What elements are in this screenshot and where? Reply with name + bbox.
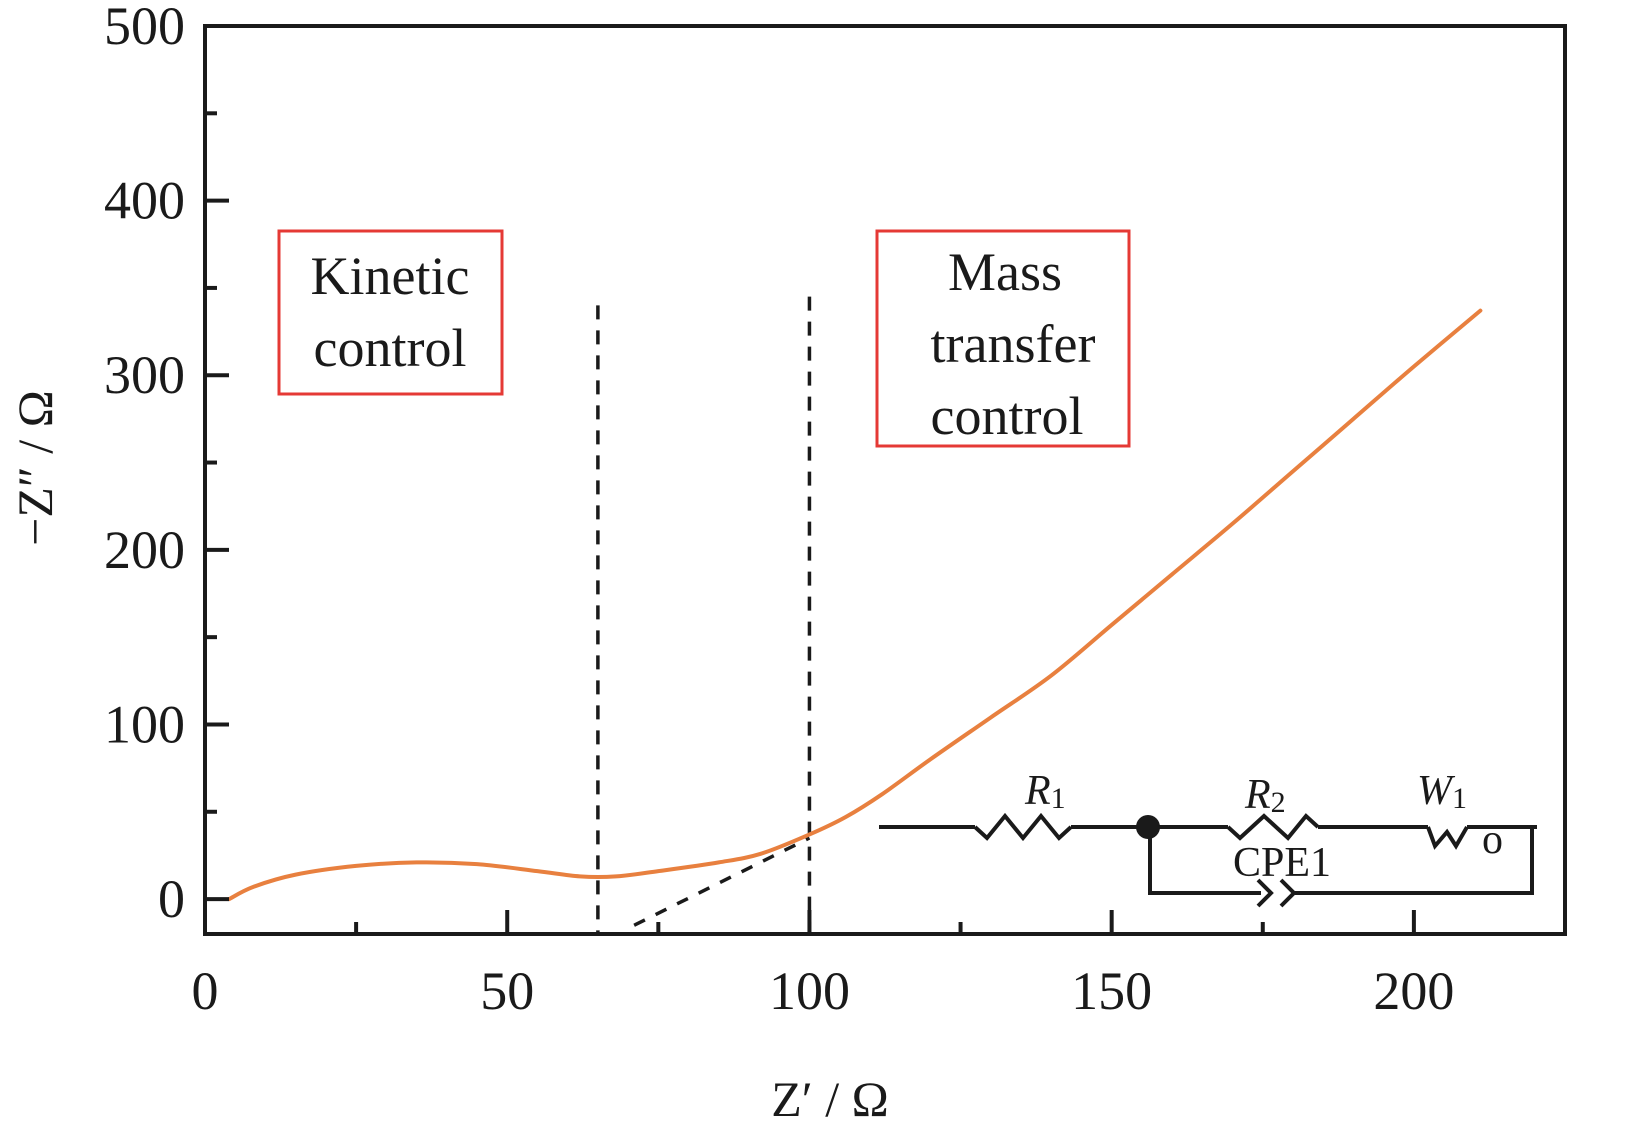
kinetic-control-line-2: control xyxy=(314,318,467,378)
x-tick-label: 150 xyxy=(1071,961,1152,1021)
x-tick-label: 100 xyxy=(769,961,850,1021)
r2-label: R2 xyxy=(1244,772,1286,819)
w1-label-sub: 1 xyxy=(1452,782,1467,815)
y-axis-title: −Z″ / Ω xyxy=(7,390,63,546)
y-tick-label: 400 xyxy=(104,171,185,231)
mass-transfer-line-2: transfer xyxy=(931,314,1096,374)
mass-transfer-control-box xyxy=(875,229,1131,448)
x-tick-label: 50 xyxy=(480,961,534,1021)
r1-label: R1 xyxy=(1024,768,1066,815)
cpe1-label: CPE1 xyxy=(1233,840,1331,886)
r2-label-main: R xyxy=(1244,772,1271,818)
y-tick-label: 300 xyxy=(104,345,185,405)
r1-label-main: R xyxy=(1024,768,1051,814)
kinetic-control-line-1: Kinetic xyxy=(311,246,470,306)
cpe1-icon xyxy=(1256,878,1297,908)
w1-suffix: o xyxy=(1482,817,1503,863)
warburg-extrapolation-line xyxy=(633,836,811,927)
r2-label-sub: 2 xyxy=(1271,786,1286,819)
cpe-branch-wire xyxy=(1148,827,1534,895)
circuit-labels: R1 R2 W1 o CPE1 xyxy=(1024,768,1503,886)
series-layer xyxy=(227,308,1483,902)
r1-label-sub: 1 xyxy=(1051,782,1066,815)
y-tick-label: 500 xyxy=(104,0,185,56)
x-axis-title: Z′ / Ω xyxy=(771,1071,889,1121)
x-tick-label: 0 xyxy=(192,961,219,1021)
y-tick-label: 200 xyxy=(104,520,185,580)
resistor-r2-icon xyxy=(1226,813,1320,841)
warburg-w1-icon xyxy=(1426,825,1469,850)
plot-frame xyxy=(203,24,1567,936)
w1-label: W1 xyxy=(1417,768,1467,815)
w1-label-main: W xyxy=(1417,768,1456,814)
kinetic-control-box xyxy=(277,229,504,396)
y-tick-label: 100 xyxy=(104,694,185,754)
axes-layer: 0 50 100 150 200 0 100 200 300 400 500 xyxy=(104,0,1567,1021)
reference-lines xyxy=(596,296,812,934)
mass-transfer-line-1: Mass xyxy=(948,242,1062,302)
mass-transfer-line-3: control xyxy=(931,386,1084,446)
mass-transfer-annotation: Mass transfer control xyxy=(875,229,1131,448)
kinetic-control-annotation: Kinetic control xyxy=(277,229,504,396)
y-tick-label: 0 xyxy=(158,869,185,929)
x-tick-label: 200 xyxy=(1373,961,1454,1021)
series-line xyxy=(227,308,1483,902)
equivalent-circuit xyxy=(879,812,1537,908)
resistor-r1-icon xyxy=(973,812,1073,842)
